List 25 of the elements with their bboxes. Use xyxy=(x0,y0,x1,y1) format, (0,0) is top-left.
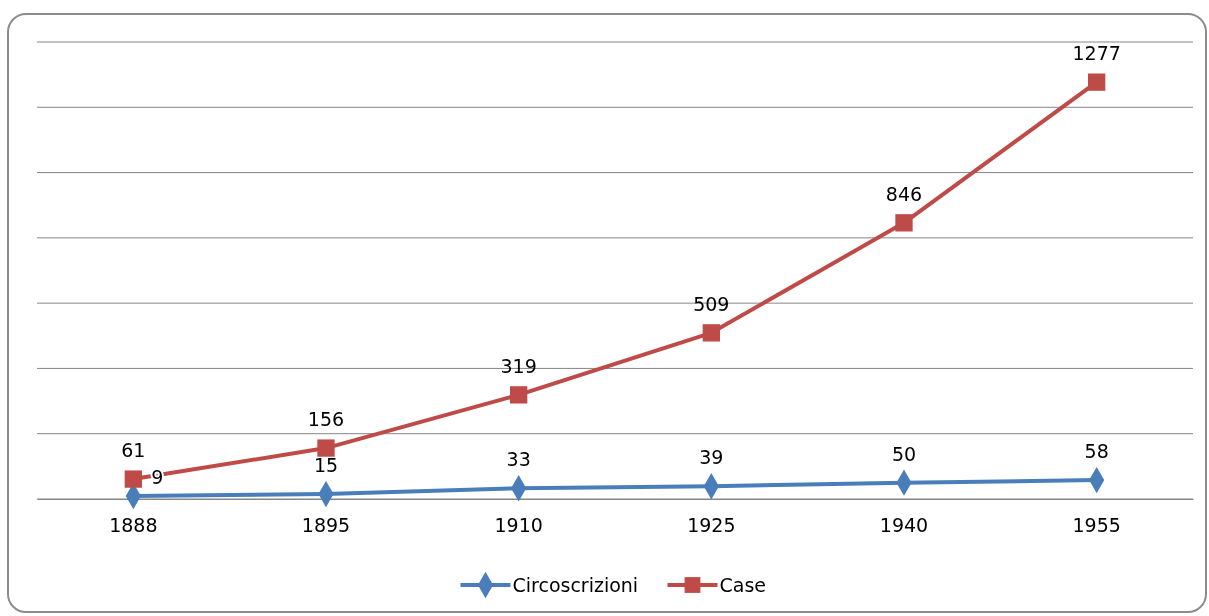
data-label: 58 xyxy=(1084,440,1109,463)
data-label: 33 xyxy=(506,448,531,471)
data-label: 15 xyxy=(313,454,339,477)
legend-label: Case xyxy=(719,574,766,596)
x-tick-label: 1910 xyxy=(494,514,543,537)
data-label: 156 xyxy=(307,408,345,431)
point xyxy=(1088,73,1106,91)
point xyxy=(702,324,720,342)
data-label: 846 xyxy=(885,182,923,205)
x-tick-label: 1940 xyxy=(879,514,929,537)
data-label: 1277 xyxy=(1072,42,1121,65)
x-tick-label: 1888 xyxy=(109,514,158,537)
point xyxy=(317,439,335,457)
legend-label: Circoscrizioni xyxy=(512,574,639,596)
x-tick-label: 1895 xyxy=(301,514,351,537)
data-label: 61 xyxy=(121,439,146,462)
point xyxy=(124,470,142,488)
data-label: 319 xyxy=(500,354,537,377)
data-label: 509 xyxy=(693,292,730,315)
data-label: 50 xyxy=(891,442,917,465)
point xyxy=(510,386,528,404)
point xyxy=(895,214,913,232)
data-label: 39 xyxy=(699,446,724,469)
x-tick-label: 1925 xyxy=(687,514,736,537)
x-tick-label: 1955 xyxy=(1072,514,1121,537)
